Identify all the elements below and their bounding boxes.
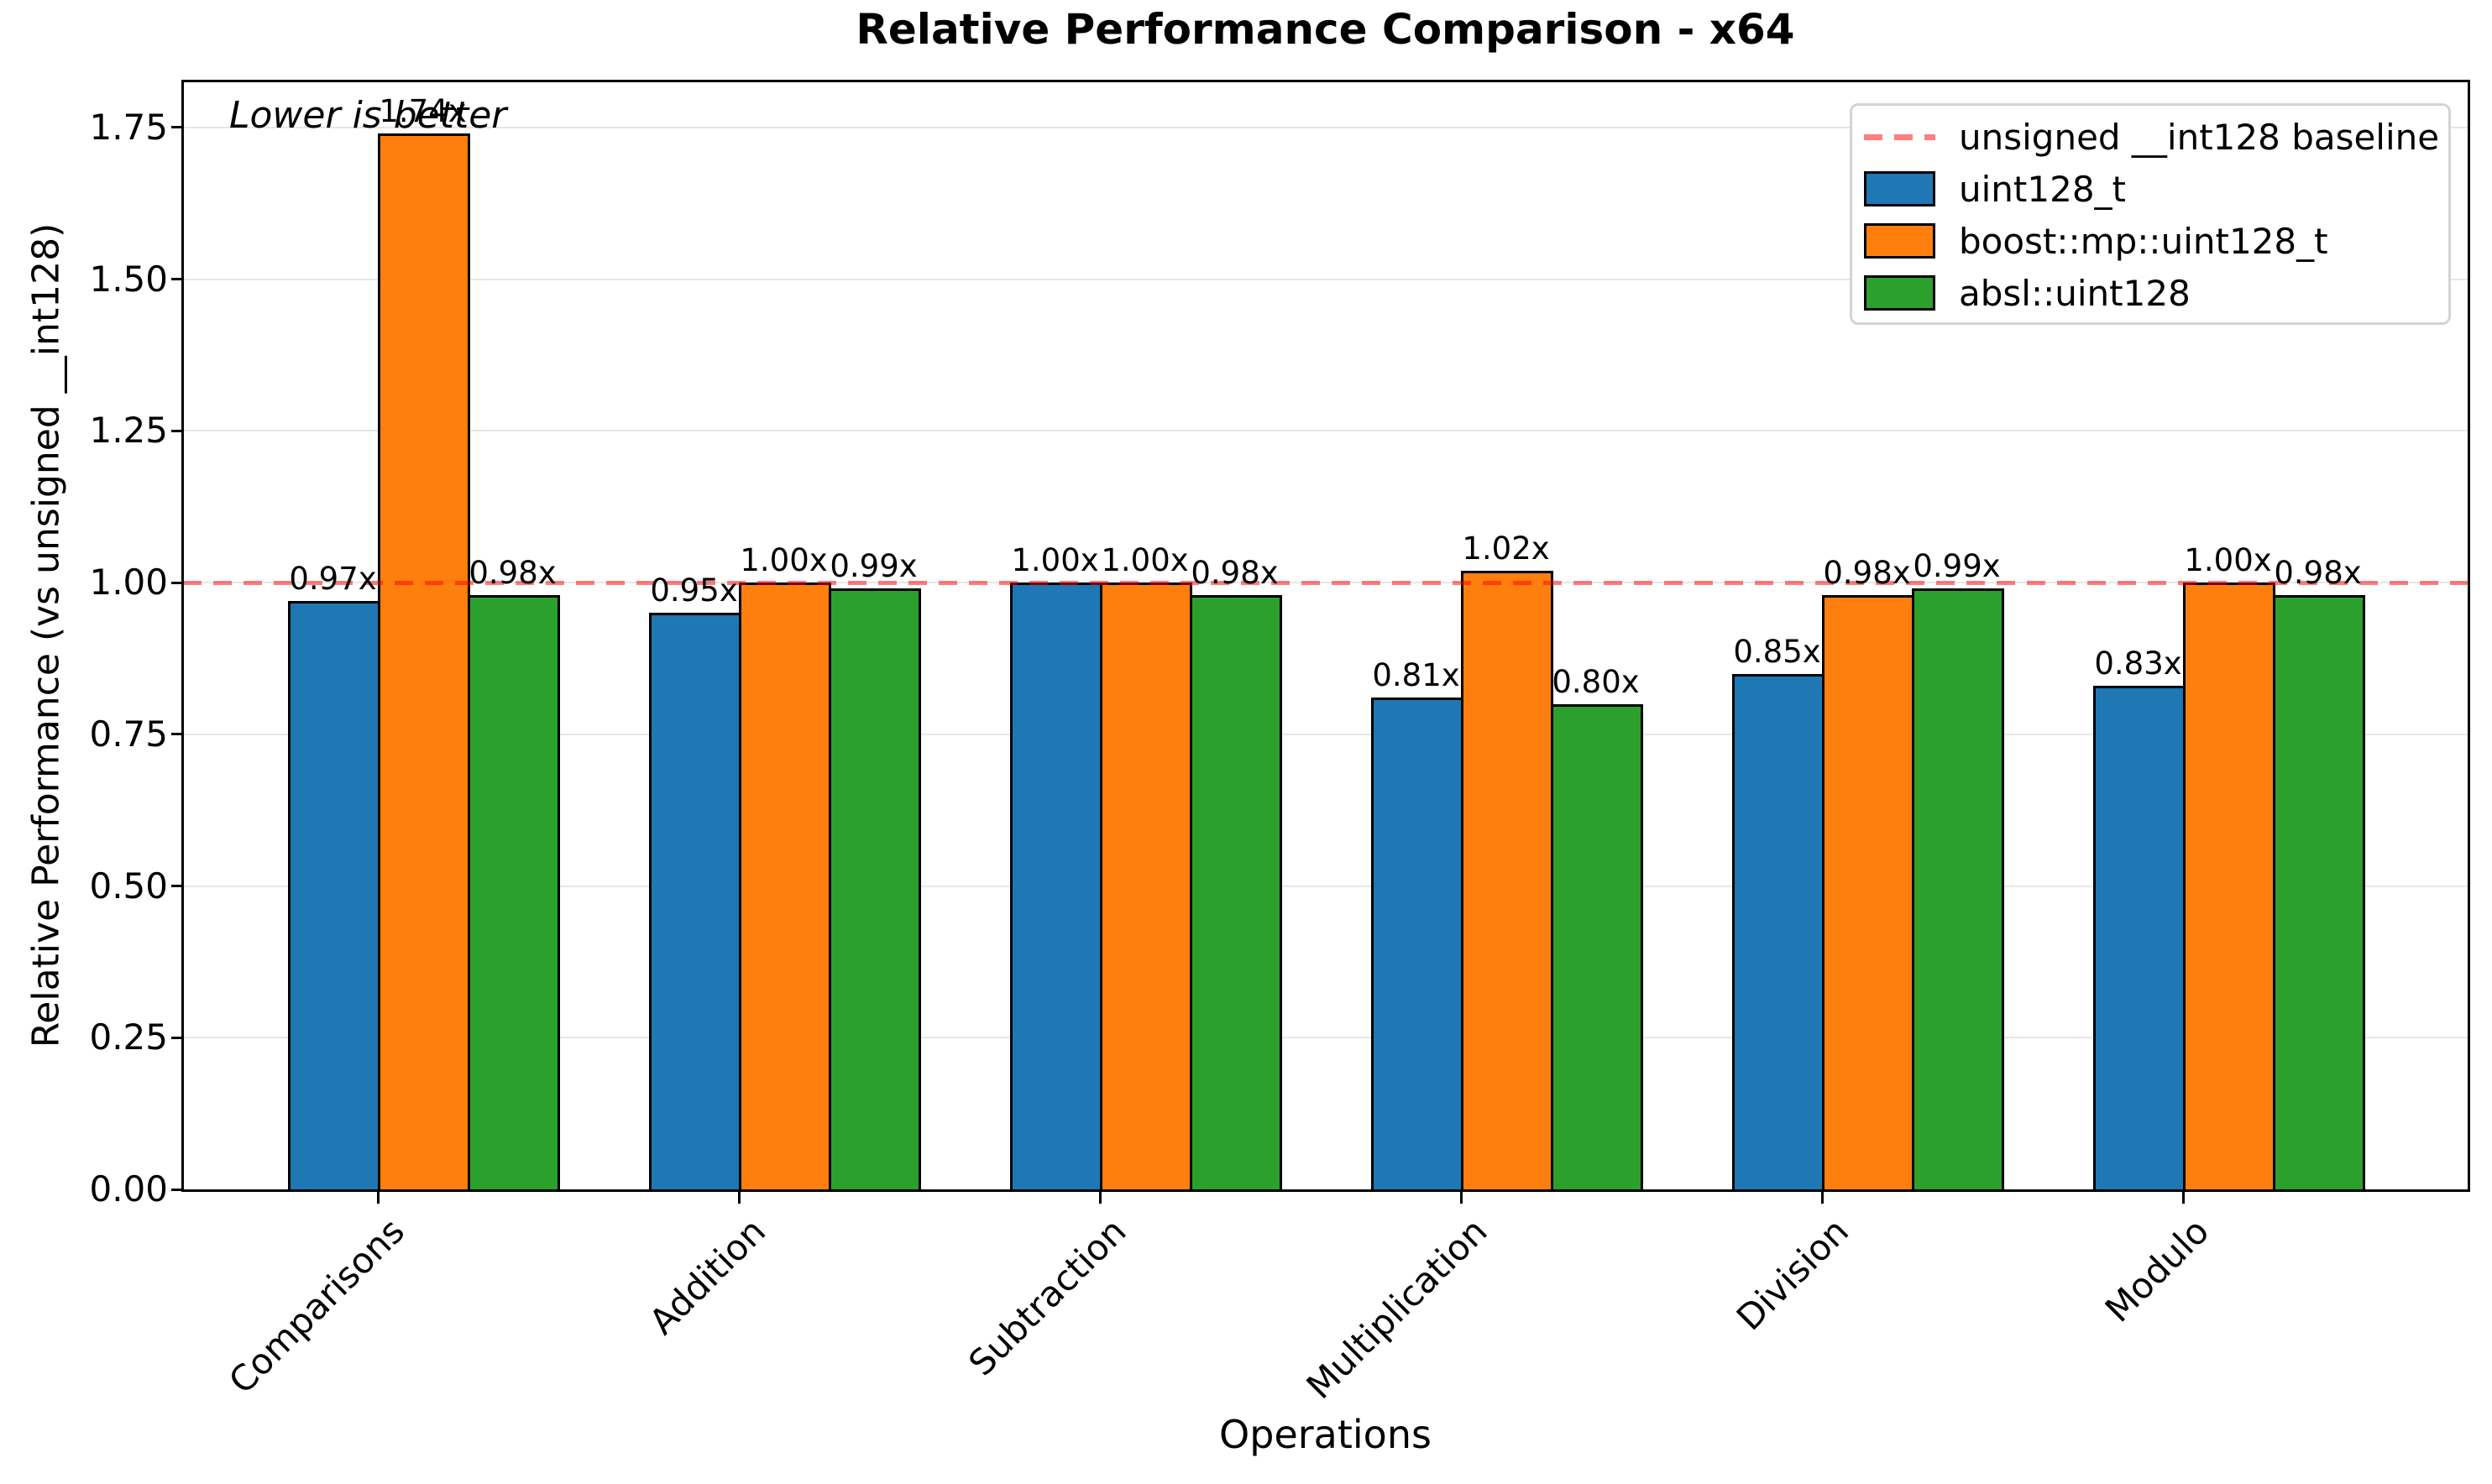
bar-value-label: 0.95x [650, 572, 738, 609]
lower-is-better-annotation: Lower is better [229, 94, 507, 137]
y-tick-mark [171, 278, 183, 281]
y-tick-label: 0.75 [89, 713, 168, 755]
legend-item: unsigned __int128 baseline [1864, 111, 2448, 163]
legend-label: absl::uint128 [1959, 272, 2191, 314]
baseline-dashed-line [183, 580, 2468, 585]
bar-absl::uint128-Addition [829, 588, 921, 1192]
color-swatch [1864, 223, 1935, 259]
bar-absl::uint128-Comparisons [468, 594, 560, 1192]
bar-value-label: 0.98x [1191, 554, 1279, 591]
gridline [183, 430, 2468, 432]
bar-absl::uint128-Modulo [2273, 594, 2365, 1192]
x-tick-label: Addition [641, 1210, 773, 1343]
bar-value-label: 0.98x [469, 554, 557, 591]
x-axis-title: Operations [1219, 1412, 1432, 1457]
bar-boost::mp::uint128_t-Addition [739, 583, 831, 1192]
gridline [183, 733, 2468, 735]
x-tick-label: Multiplication [1298, 1210, 1495, 1408]
bar-value-label: 0.97x [289, 560, 377, 597]
color-swatch [1864, 171, 1935, 206]
x-tick-label: Division [1728, 1210, 1856, 1339]
bar-uint128_t-Addition [649, 613, 741, 1192]
x-tick-mark [376, 1192, 380, 1204]
bar-value-label: 1.00x [1011, 542, 1099, 579]
y-tick-mark [171, 429, 183, 432]
bar-boost::mp::uint128_t-Comparisons [378, 133, 470, 1192]
x-tick-label: Modulo [2097, 1210, 2217, 1330]
legend-color-swatch-icon [1864, 223, 1935, 259]
y-tick-label: 1.50 [89, 258, 168, 300]
x-tick-mark [1098, 1192, 1102, 1204]
x-tick-mark [2181, 1192, 2185, 1204]
bar-value-label: 0.85x [1733, 633, 1821, 670]
legend-item: absl::uint128 [1864, 267, 2448, 319]
x-tick-mark [1820, 1192, 1824, 1204]
y-axis-title: Relative Performance (vs unsigned __int1… [24, 222, 68, 1048]
bar-value-label: 0.81x [1372, 657, 1460, 694]
bar-value-label: 1.02x [1462, 530, 1550, 567]
y-tick-mark [171, 581, 183, 584]
bar-value-label: 1.00x [740, 542, 828, 579]
legend-dashed-line-icon [1864, 133, 1935, 140]
bar-value-label: 0.98x [1823, 554, 1911, 591]
bar-uint128_t-Multiplication [1371, 698, 1463, 1192]
y-tick-mark [171, 126, 183, 129]
gridline [183, 885, 2468, 887]
legend-item: boost::mp::uint128_t [1864, 215, 2448, 267]
legend-color-swatch-icon [1864, 275, 1935, 311]
gridline [183, 126, 2468, 128]
bar-value-label: 0.99x [1913, 548, 2001, 585]
legend-label: unsigned __int128 baseline [1959, 116, 2440, 158]
x-tick-mark [1459, 1192, 1463, 1204]
y-tick-label: 0.25 [89, 1016, 168, 1058]
bar-uint128_t-Division [1732, 673, 1824, 1192]
bar-uint128_t-Comparisons [288, 600, 380, 1192]
dashed-line-swatch [1864, 133, 1935, 140]
x-tick-label: Comparisons [220, 1210, 412, 1402]
x-tick-label: Subtraction [961, 1210, 1134, 1384]
bar-boost::mp::uint128_t-Subtraction [1100, 583, 1192, 1192]
legend-color-swatch-icon [1864, 171, 1935, 206]
gridline [183, 278, 2468, 280]
bar-value-label: 0.98x [2274, 554, 2362, 591]
legend-item: uint128_t [1864, 163, 2448, 215]
y-tick-label: 0.00 [89, 1168, 168, 1210]
chart-title: Relative Performance Comparison - x64 [856, 5, 1795, 54]
gridline [183, 1037, 2468, 1039]
y-tick-mark [171, 1036, 183, 1039]
y-tick-mark [171, 1188, 183, 1191]
bar-boost::mp::uint128_t-Division [1822, 594, 1914, 1192]
bar-value-label: 1.00x [1101, 542, 1189, 579]
bar-value-label: 0.83x [2094, 645, 2182, 682]
y-tick-label: 1.25 [89, 410, 168, 452]
x-tick-mark [737, 1192, 741, 1204]
bar-value-label: 1.00x [2184, 542, 2272, 579]
bar-absl::uint128-Multiplication [1551, 703, 1643, 1192]
bar-absl::uint128-Subtraction [1190, 594, 1282, 1192]
bar-value-label: 0.80x [1552, 663, 1640, 700]
bar-value-label: 0.99x [830, 548, 918, 585]
legend-label: uint128_t [1959, 168, 2127, 210]
legend-label: boost::mp::uint128_t [1959, 220, 2328, 262]
bar-uint128_t-Subtraction [1010, 583, 1102, 1192]
y-tick-label: 0.50 [89, 865, 168, 907]
color-swatch [1864, 275, 1935, 311]
bar-uint128_t-Modulo [2093, 686, 2186, 1192]
y-tick-label: 1.75 [89, 106, 168, 148]
y-tick-mark [171, 885, 183, 888]
bar-value-label: 1.74x [379, 93, 467, 130]
y-tick-mark [171, 733, 183, 736]
bar-absl::uint128-Division [1912, 588, 2004, 1192]
y-tick-label: 1.00 [89, 562, 168, 604]
